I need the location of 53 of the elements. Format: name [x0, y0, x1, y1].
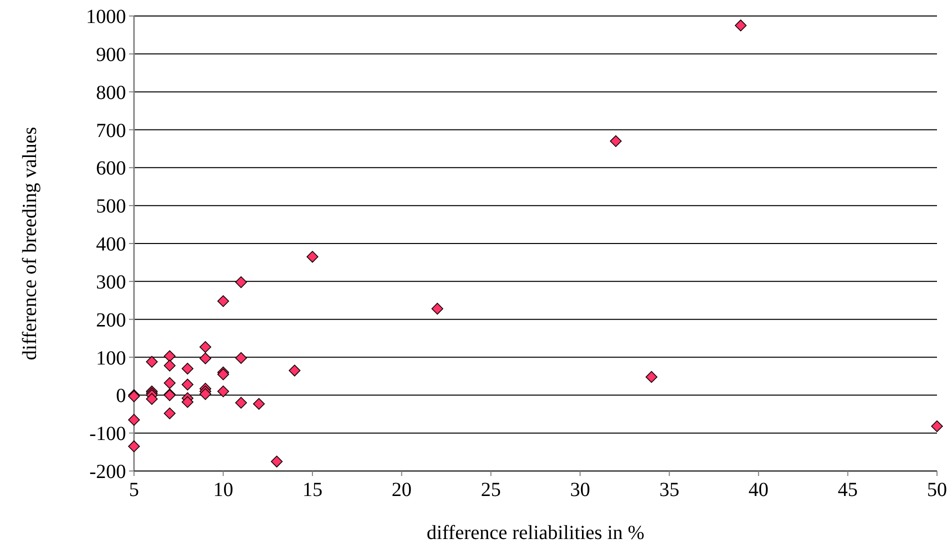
y-tick-label: 200: [96, 309, 126, 332]
x-tick-label: 5: [129, 479, 139, 501]
point: [128, 414, 140, 426]
y-tick-label: 600: [96, 158, 126, 180]
y-tick-label: 1000: [86, 6, 126, 28]
point: [306, 250, 318, 263]
point: [200, 352, 212, 364]
point: [164, 407, 176, 420]
x-tick-label: 15: [302, 479, 322, 501]
point: [235, 396, 247, 409]
x-axis-title: difference reliabilities in %: [426, 522, 644, 544]
point: [164, 360, 176, 372]
y-tick-label: 700: [96, 120, 126, 142]
y-tick-label: 0: [116, 385, 126, 408]
x-tick-label: 45: [838, 479, 858, 501]
point: [253, 398, 265, 410]
point: [646, 371, 658, 383]
y-tick-label: -100: [89, 423, 126, 446]
point: [128, 440, 140, 452]
x-tick-label: 50: [927, 479, 947, 501]
point: [182, 362, 194, 374]
point: [200, 388, 212, 400]
point: [146, 393, 158, 405]
x-tick-label: 40: [748, 479, 769, 501]
y-tick-label: -200: [89, 461, 126, 483]
point: [182, 396, 194, 408]
point: [734, 20, 747, 32]
point: [182, 378, 194, 390]
x-tick-label: 20: [392, 479, 412, 501]
point: [164, 350, 176, 362]
point: [431, 302, 444, 315]
point: [931, 420, 943, 432]
y-tick-label: 300: [96, 271, 126, 294]
x-tick-label: 35: [659, 479, 680, 501]
x-tick-label: 30: [570, 479, 590, 501]
point: [200, 341, 212, 353]
point: [235, 276, 247, 288]
point: [164, 377, 176, 389]
point: [235, 352, 247, 364]
y-tick-label: 800: [96, 82, 126, 104]
point: [610, 135, 622, 147]
x-tick-label: 10: [213, 479, 234, 501]
y-tick-label: 100: [96, 347, 126, 370]
y-axis-title: difference of breeding values: [19, 126, 41, 360]
x-tick-label: 25: [480, 479, 501, 501]
y-tick-label: 900: [96, 44, 126, 66]
point: [288, 364, 300, 376]
point: [146, 356, 158, 368]
point: [217, 386, 230, 398]
y-tick-label: 400: [96, 234, 126, 256]
y-tick-label: 500: [96, 196, 126, 218]
point: [270, 456, 283, 468]
point: [217, 295, 230, 308]
